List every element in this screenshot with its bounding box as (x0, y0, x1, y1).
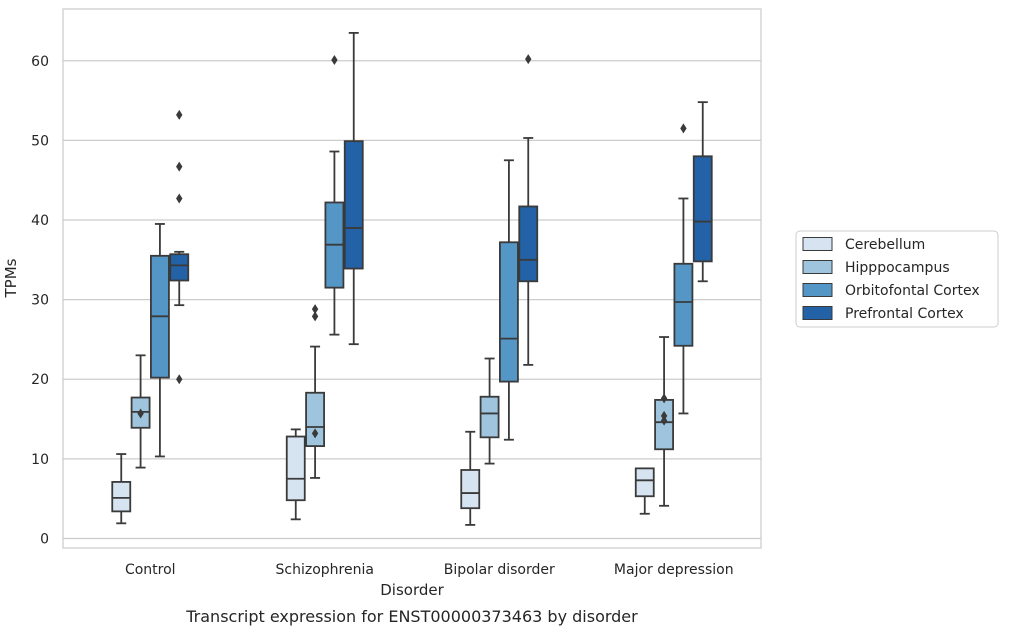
box-orbitofontal-cortex (499, 159, 519, 441)
box-iqr (460, 469, 481, 510)
box-iqr (111, 481, 132, 513)
legend-swatch (802, 237, 833, 251)
outlier-point (660, 393, 668, 404)
outlier-point (176, 374, 183, 385)
outlier-point (311, 428, 319, 439)
box-iqr (479, 395, 500, 439)
box-prefrontal-cortex (518, 54, 539, 366)
x-tick-label: Bipolar disorder (444, 562, 555, 578)
y-axis-label: TPMs (2, 258, 20, 298)
box-prefrontal-cortex (169, 109, 190, 385)
outlier-point (660, 410, 668, 421)
y-tick-label: 20 (31, 372, 49, 388)
box-cerebellum (634, 467, 655, 515)
box-hipppocampus (479, 357, 500, 465)
outlier-point (176, 161, 183, 172)
outlier-point (176, 109, 183, 120)
legend-swatch (802, 283, 833, 297)
legend-label: Orbitofontal Cortex (845, 283, 980, 299)
x-tick-label: Control (125, 562, 176, 578)
box-prefrontal-cortex (343, 31, 364, 346)
legend-label: Cerebellum (845, 237, 925, 253)
box-iqr (518, 205, 539, 283)
box-iqr (343, 140, 364, 270)
box-cerebellum (111, 453, 132, 525)
box-iqr (634, 467, 655, 498)
legend-swatch (802, 306, 833, 320)
outlier-point (680, 123, 687, 134)
box-hipppocampus (305, 304, 325, 479)
legend: Cerebellum Hipppocampus Orbitofontal Corte… (795, 230, 999, 328)
y-axis-ticks: 0 10 20 30 40 50 60 (31, 54, 49, 548)
legend-label: Hipppocampus (845, 260, 950, 276)
x-tick-label: Schizophrenia (276, 562, 374, 578)
box-cerebellum (285, 428, 306, 521)
chart-caption: Transcript expression for ENST0000037346… (185, 607, 638, 626)
y-tick-label: 50 (31, 133, 49, 149)
y-tick-label: 60 (31, 54, 49, 70)
box-hipppocampus (130, 354, 151, 469)
outlier-point (311, 304, 319, 315)
box-cerebellum (460, 430, 481, 526)
box-orbitofontal-cortex (324, 54, 345, 336)
box-iqr (692, 155, 713, 263)
x-tick-label: Major depression (614, 562, 734, 578)
box-iqr (305, 391, 325, 447)
box-prefrontal-cortex (692, 101, 713, 283)
box-iqr (285, 435, 306, 502)
outlier-point (331, 54, 338, 65)
plot-area-frame (62, 8, 762, 549)
legend-frame (795, 230, 999, 328)
box-iqr (673, 262, 694, 347)
legend-label: Prefrontal Cortex (845, 306, 964, 322)
outlier-point (311, 311, 319, 322)
y-tick-label: 0 (40, 531, 49, 547)
box-orbitofontal-cortex (150, 223, 170, 458)
y-tick-label: 30 (31, 293, 49, 309)
x-axis-label: Disorder (380, 581, 444, 599)
box-hipppocampus (654, 336, 674, 507)
box-orbitofontal-cortex (673, 123, 694, 415)
legend-swatch (802, 260, 833, 274)
outlier-point (137, 408, 144, 419)
outlier-point (525, 54, 532, 65)
box-iqr (499, 241, 519, 383)
box-series (111, 31, 713, 526)
y-tick-label: 40 (31, 213, 49, 229)
outlier-point (176, 193, 183, 204)
x-axis-ticks: Control Schizophrenia Bipolar disorder Majo… (125, 562, 734, 578)
y-tick-label: 10 (31, 452, 49, 468)
box-iqr (169, 253, 190, 282)
